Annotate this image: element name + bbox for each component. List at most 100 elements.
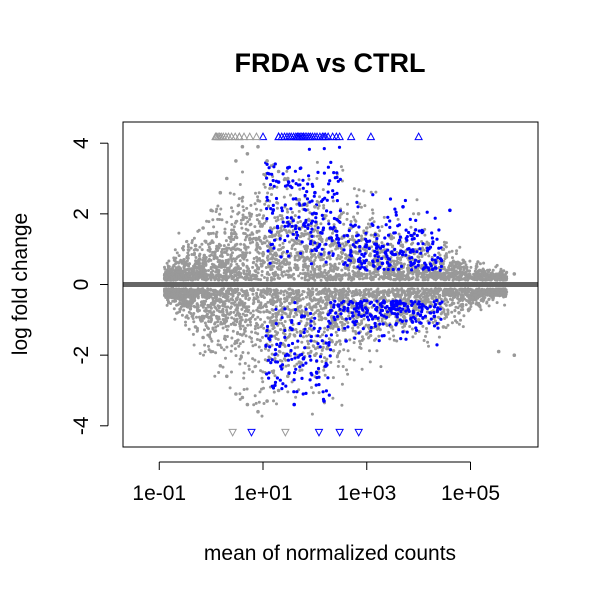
- point: [279, 328, 283, 331]
- point: [310, 254, 314, 258]
- point: [332, 269, 336, 273]
- point: [192, 343, 196, 347]
- point: [177, 265, 181, 269]
- point: [300, 340, 304, 344]
- point: [184, 323, 188, 327]
- point: [270, 352, 274, 356]
- point: [324, 271, 328, 275]
- point: [341, 251, 345, 255]
- point: [234, 257, 238, 261]
- point: [233, 347, 237, 351]
- point: [212, 313, 216, 317]
- point: [262, 182, 266, 186]
- point: [209, 315, 213, 319]
- point: [273, 216, 277, 220]
- point: [287, 363, 290, 367]
- point: [351, 269, 355, 273]
- point: [179, 258, 183, 262]
- point: [377, 234, 381, 238]
- point: [263, 185, 267, 189]
- point: [340, 297, 344, 301]
- point: [271, 253, 275, 257]
- point: [323, 316, 327, 320]
- point: [257, 360, 261, 364]
- point: [190, 241, 194, 245]
- point: [314, 305, 318, 309]
- point: [285, 187, 289, 191]
- point: [239, 267, 243, 270]
- point: [286, 273, 290, 277]
- point: [253, 202, 257, 206]
- point: [273, 374, 277, 378]
- point: [265, 256, 269, 260]
- point: [253, 225, 257, 229]
- point: [464, 263, 468, 267]
- point: [311, 243, 315, 247]
- point: [250, 340, 254, 344]
- point: [498, 293, 501, 297]
- point: [276, 331, 280, 335]
- point: [224, 261, 228, 265]
- point: [454, 319, 457, 323]
- point: [397, 232, 401, 236]
- point: [262, 402, 266, 405]
- point: [306, 278, 310, 282]
- point: [433, 287, 437, 291]
- point: [286, 269, 290, 273]
- point: [271, 292, 275, 296]
- point: [295, 362, 299, 366]
- point: [207, 320, 211, 323]
- point: [253, 365, 257, 369]
- point: [432, 293, 436, 297]
- point: [358, 202, 362, 206]
- point: [256, 195, 260, 199]
- point: [350, 234, 354, 238]
- point: [348, 289, 352, 293]
- point: [255, 229, 259, 233]
- point: [355, 274, 359, 278]
- point: [218, 254, 222, 258]
- point: [493, 276, 497, 280]
- point: [277, 276, 281, 280]
- point: [352, 265, 356, 269]
- point: [346, 321, 350, 325]
- point: [301, 268, 305, 272]
- point: [412, 287, 416, 291]
- point: [254, 297, 258, 301]
- point: [215, 244, 219, 248]
- point: [266, 300, 270, 304]
- point: [422, 339, 426, 342]
- point: [257, 345, 261, 349]
- point: [290, 274, 294, 278]
- point: [501, 287, 505, 291]
- point: [335, 244, 339, 248]
- point: [276, 230, 280, 234]
- point: [231, 251, 234, 255]
- point: [243, 361, 247, 365]
- point: [252, 260, 256, 264]
- point: [167, 278, 171, 282]
- point: [197, 287, 201, 291]
- point: [303, 271, 307, 275]
- point: [368, 225, 372, 229]
- point: [321, 333, 324, 337]
- point: [238, 342, 242, 346]
- point: [320, 348, 324, 352]
- point: [392, 292, 395, 295]
- point: [198, 352, 202, 355]
- point: [262, 296, 266, 300]
- point: [478, 262, 482, 266]
- point: [221, 308, 224, 312]
- point: [186, 243, 190, 247]
- point: [224, 316, 228, 320]
- point: [241, 170, 244, 174]
- point: [288, 240, 291, 244]
- point: [263, 202, 267, 206]
- point: [241, 263, 245, 267]
- point: [474, 264, 478, 268]
- point: [426, 297, 430, 301]
- point: [259, 208, 263, 212]
- point: [458, 288, 462, 292]
- point: [325, 294, 329, 298]
- point: [345, 254, 349, 258]
